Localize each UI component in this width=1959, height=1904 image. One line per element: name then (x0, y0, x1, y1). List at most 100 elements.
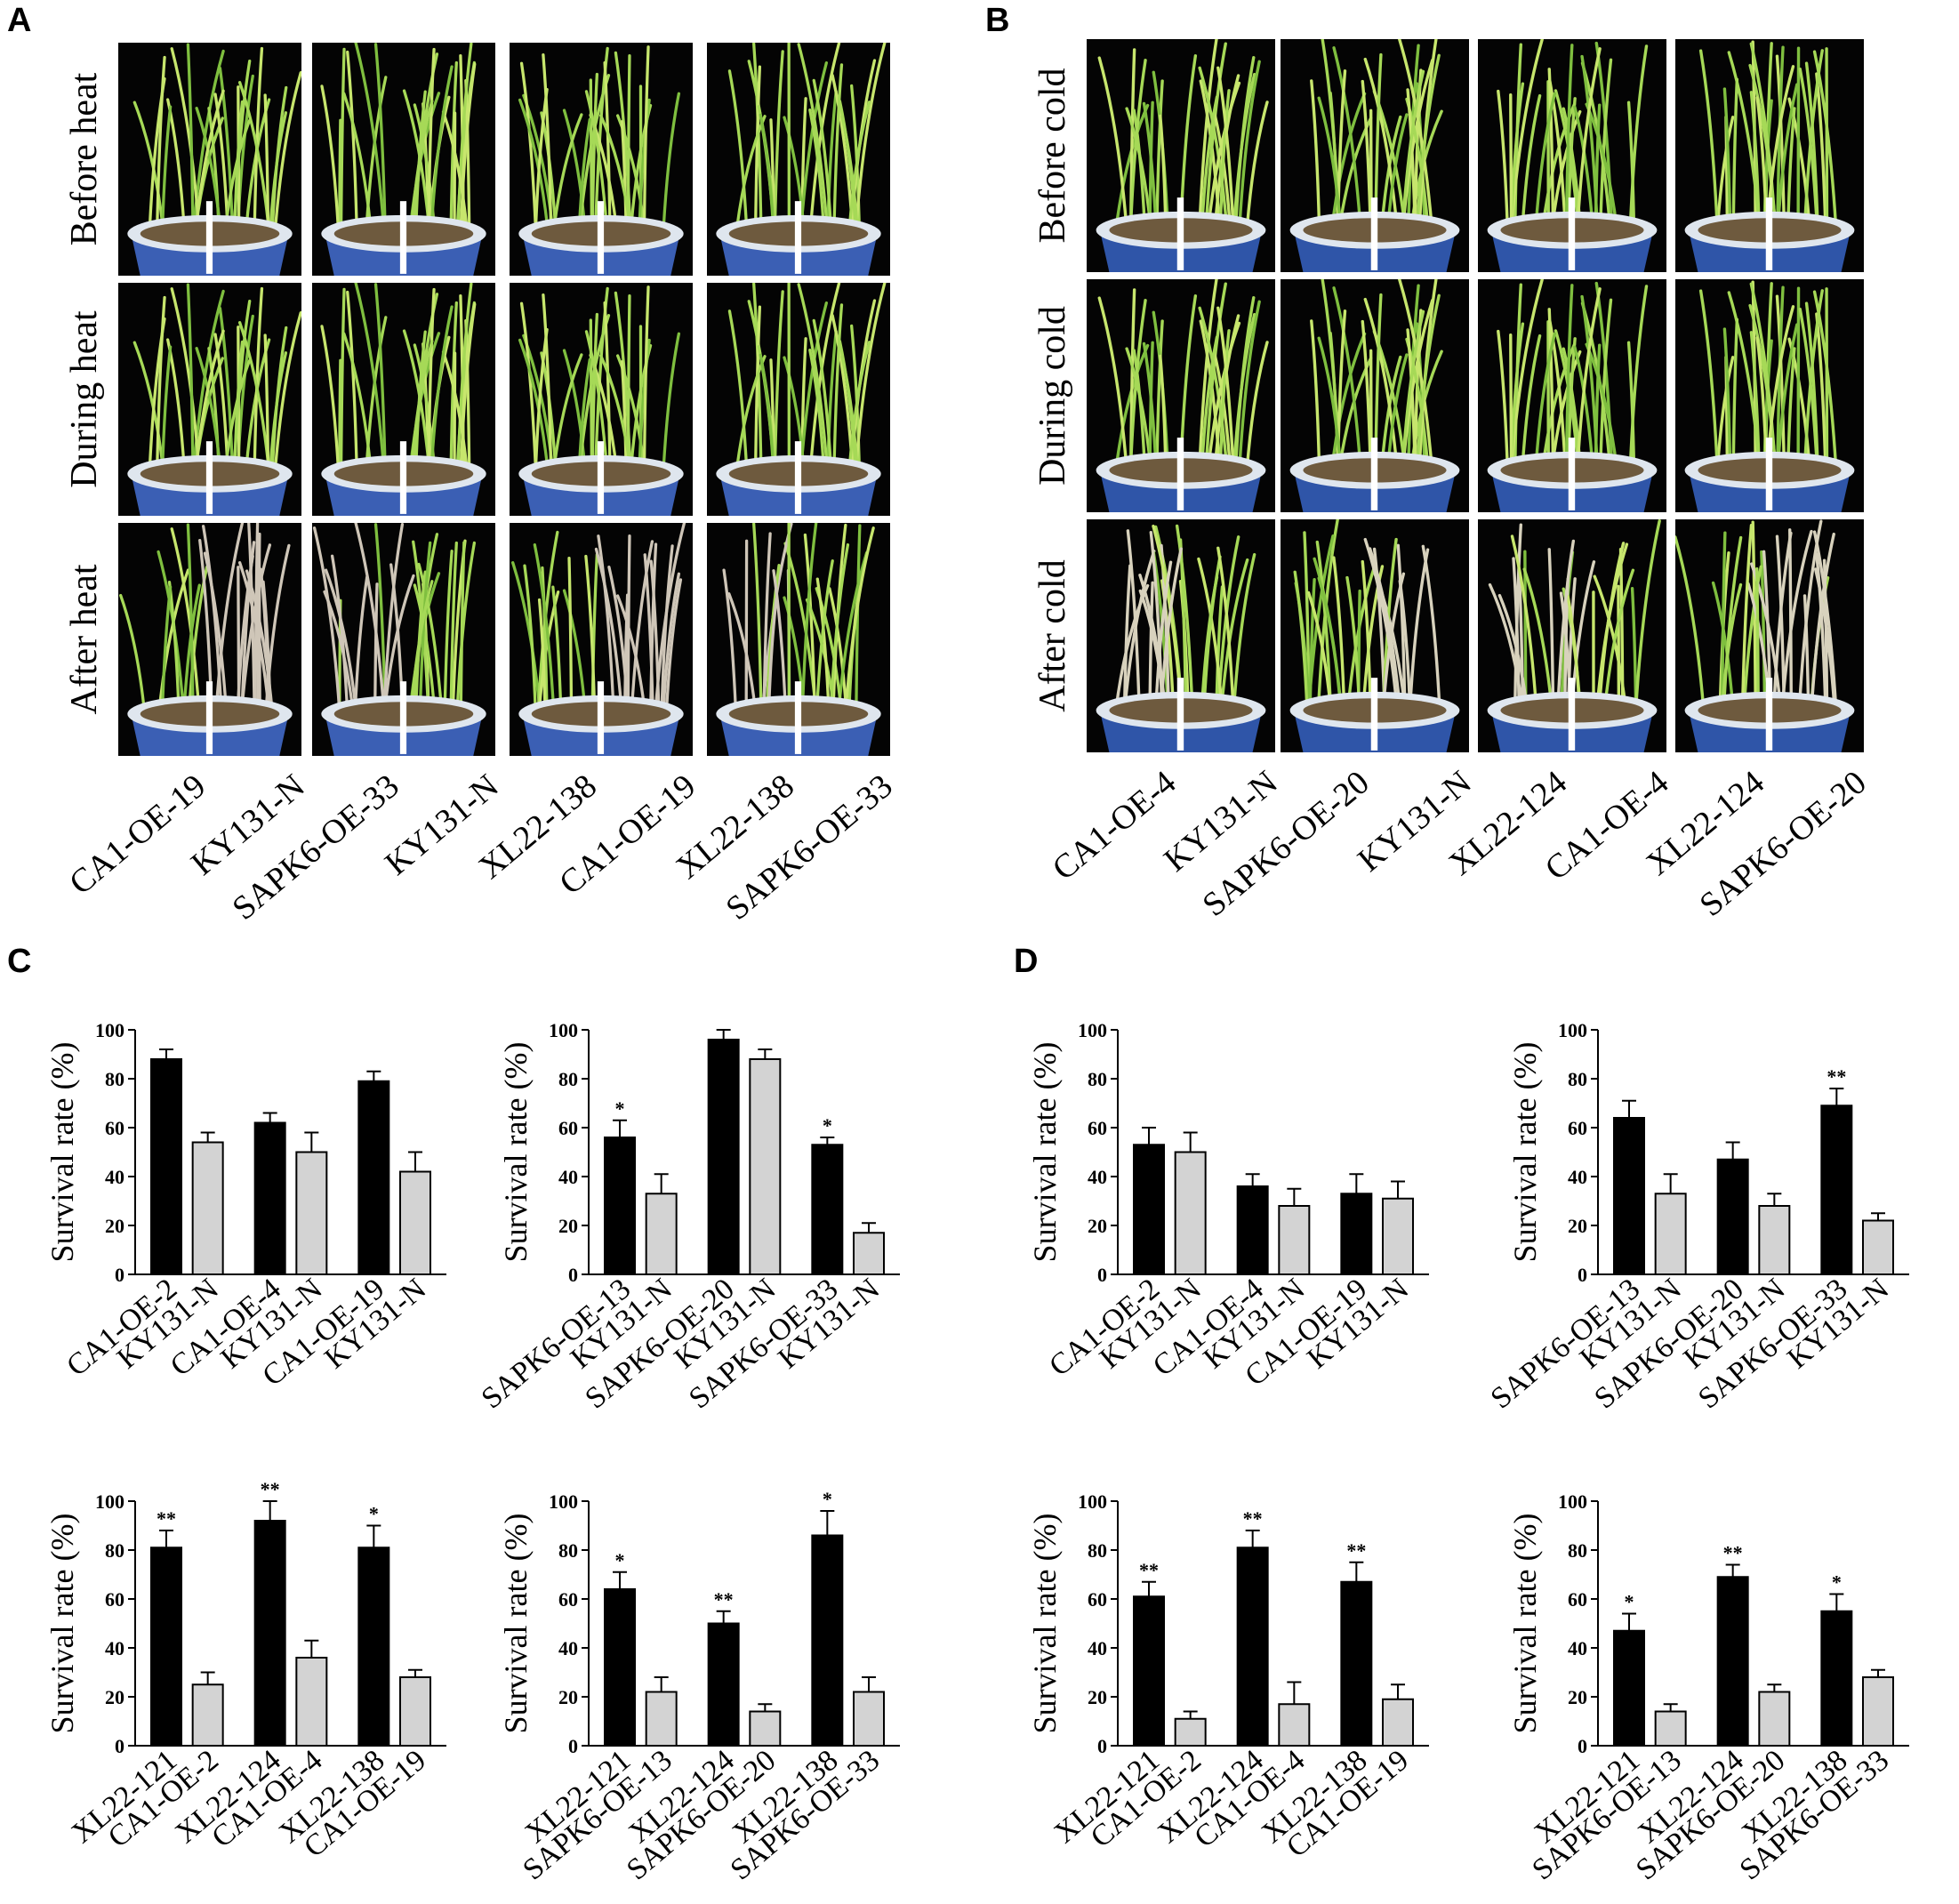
significance-label: * (615, 1097, 625, 1120)
y-tick-label: 100 (1078, 1490, 1107, 1513)
bar (707, 1039, 740, 1275)
rice-seedling-icon (312, 283, 495, 516)
bar-chart-svg: Survival rate (%)020406080100CA1-OE-2KY1… (44, 1019, 446, 1393)
cold-seedling-photo (1281, 279, 1469, 512)
cold-seedling-photo (1675, 519, 1864, 752)
rice-seedling-icon (1675, 519, 1864, 752)
y-tick-label: 20 (1568, 1686, 1587, 1708)
y-tick-label: 40 (1088, 1166, 1107, 1188)
cold-row-label-text: During cold (1032, 306, 1073, 486)
y-axis-label: Survival rate (%) (44, 1514, 80, 1734)
y-tick-label: 60 (558, 1117, 578, 1139)
y-tick-label: 100 (1558, 1019, 1587, 1041)
bar (853, 1691, 885, 1747)
cold-seedling-photo (1087, 39, 1275, 272)
y-tick-label: 0 (1097, 1264, 1107, 1286)
y-tick-label: 40 (558, 1637, 578, 1659)
bar (1613, 1117, 1645, 1275)
bar (295, 1151, 328, 1275)
heat-seedling-photo (510, 523, 693, 756)
bar (253, 1520, 286, 1747)
bar (1278, 1703, 1311, 1747)
survival-bar-chart: Survival rate (%) 0 20 40 60 80 100 * SAPK6-OE-1… (476, 1014, 916, 1415)
y-tick-label: 60 (105, 1117, 124, 1139)
y-tick-label: 80 (105, 1539, 124, 1562)
heat-row-label-text: During heat (64, 310, 105, 488)
y-tick-label: 100 (549, 1490, 578, 1513)
bar-chart-svg: Survival rate (%)020406080100*XL22-121SA… (498, 1488, 900, 1886)
heat-column-label-text: CA1-OE-19 (61, 767, 213, 903)
y-tick-label: 80 (105, 1068, 124, 1090)
y-tick-label: 0 (115, 1264, 124, 1286)
rice-seedling-icon (1281, 39, 1469, 272)
y-tick-label: 60 (1568, 1588, 1587, 1611)
cold-seedling-photo (1478, 39, 1666, 272)
y-axis-label: Survival rate (%) (498, 1042, 534, 1263)
heat-seedling-photo (312, 523, 495, 756)
y-tick-label: 0 (1097, 1735, 1107, 1757)
bar (1382, 1698, 1414, 1747)
y-tick-label: 20 (1568, 1215, 1587, 1237)
significance-label: * (823, 1114, 832, 1137)
y-tick-label: 20 (1088, 1215, 1107, 1237)
y-tick-label: 60 (1088, 1117, 1107, 1139)
y-tick-label: 40 (1568, 1166, 1587, 1188)
bar (811, 1534, 844, 1747)
bar-chart-svg: Survival rate (%)020406080100CA1-OE-2KY1… (1027, 1019, 1429, 1393)
y-tick-label: 60 (558, 1588, 578, 1611)
bar (1716, 1158, 1749, 1275)
bar-chart-svg: Survival rate (%)020406080100*XL22-121SA… (1507, 1490, 1909, 1886)
bar (150, 1058, 182, 1275)
bar (645, 1691, 678, 1747)
survival-bar-chart: Survival rate (%) 0 20 40 60 80 100 SAPK6-OE-13… (1485, 1014, 1925, 1415)
cold-row-label-text: After cold (1032, 559, 1073, 712)
rice-seedling-icon (510, 43, 693, 276)
y-tick-label: 60 (1568, 1117, 1587, 1139)
bar (1174, 1717, 1207, 1747)
cold-seedling-photo (1675, 39, 1864, 272)
y-axis-label: Survival rate (%) (1507, 1514, 1543, 1734)
rice-seedling-icon (1675, 39, 1864, 272)
bar (1278, 1205, 1311, 1275)
survival-bar-chart: Survival rate (%) 0 20 40 60 80 100 * XL22-121 SA… (1507, 1485, 1925, 1886)
cold-seedling-photo (1087, 519, 1275, 752)
significance-label: * (1832, 1571, 1842, 1594)
y-axis-label: Survival rate (%) (1027, 1042, 1063, 1263)
bar (1654, 1193, 1687, 1275)
bar (1236, 1546, 1269, 1747)
bar (1716, 1576, 1749, 1747)
heat-seedling-photo (118, 283, 301, 516)
significance-label: ** (261, 1478, 280, 1500)
rice-seedling-icon (707, 523, 890, 756)
heat-seedling-photo (510, 283, 693, 516)
cold-seedling-photo (1087, 279, 1275, 512)
rice-seedling-icon (707, 283, 890, 516)
bar (399, 1170, 431, 1275)
bar (604, 1137, 636, 1275)
y-tick-label: 80 (1088, 1068, 1107, 1090)
significance-label: * (823, 1488, 832, 1510)
bar-chart-svg: Survival rate (%)020406080100**XL22-121C… (44, 1478, 446, 1864)
y-tick-label: 20 (105, 1686, 124, 1708)
bar (1340, 1193, 1373, 1275)
y-tick-label: 0 (568, 1264, 578, 1286)
significance-label: * (615, 1549, 625, 1571)
rice-seedling-icon (312, 43, 495, 276)
y-tick-label: 100 (95, 1490, 124, 1513)
y-tick-label: 60 (105, 1588, 124, 1611)
survival-bar-chart: Survival rate (%) 0 20 40 60 80 100 CA1-OE-2 KY1… (44, 1014, 462, 1393)
cold-seedling-photo (1478, 279, 1666, 512)
y-tick-label: 20 (558, 1686, 578, 1708)
significance-label: ** (157, 1507, 176, 1530)
survival-bar-chart: Survival rate (%) 0 20 40 60 80 100 ** XL22-121 C… (44, 1478, 462, 1864)
bar (1654, 1710, 1687, 1747)
rice-seedling-icon (118, 523, 301, 756)
bar-chart-svg: Survival rate (%)020406080100**XL22-121C… (1027, 1490, 1429, 1864)
y-tick-label: 40 (105, 1637, 124, 1659)
cold-column-label-text: CA1-OE-4 (1045, 763, 1184, 888)
cold-seedling-photo (1675, 279, 1864, 512)
y-tick-label: 80 (1568, 1539, 1587, 1562)
rice-seedling-icon (707, 43, 890, 276)
rice-seedling-icon (118, 283, 301, 516)
bar (645, 1193, 678, 1275)
